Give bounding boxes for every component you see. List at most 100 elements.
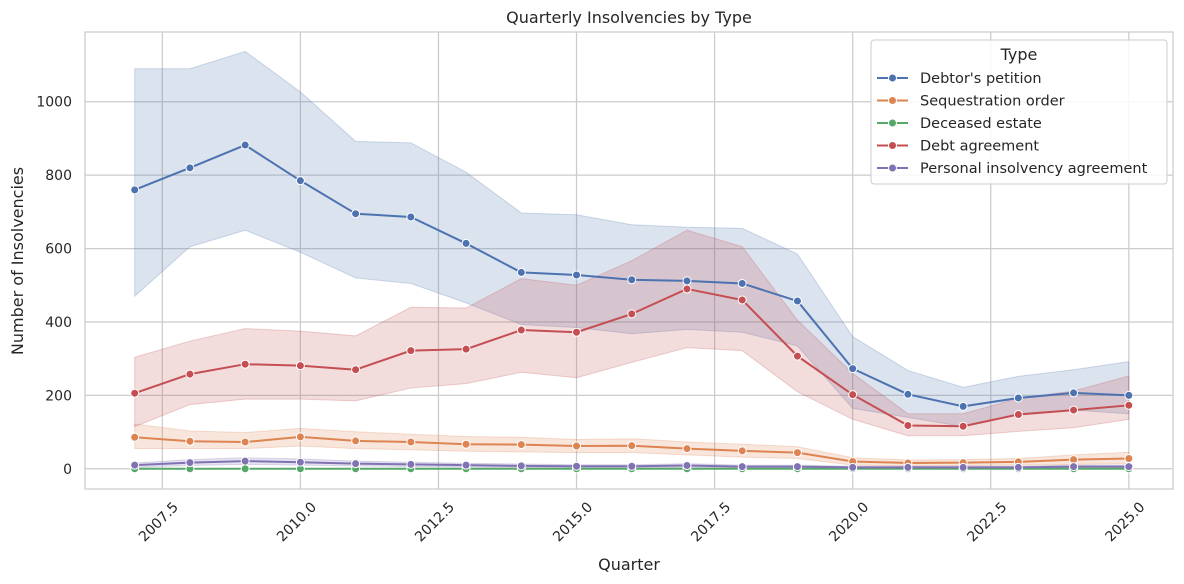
sequestration-order-point <box>351 436 361 446</box>
debtor-s-petition-point <box>516 267 526 277</box>
y-tick-label: 600 <box>45 242 72 258</box>
debt-agreement-point <box>461 344 471 354</box>
personal-insolvency-agreement-point <box>958 462 968 472</box>
debt-agreement-point <box>130 388 140 398</box>
debt-agreement-point <box>737 295 747 305</box>
personal-insolvency-agreement-point <box>572 461 582 471</box>
debtor-s-petition-point <box>240 140 250 150</box>
legend-box <box>870 39 1168 185</box>
personal-insolvency-agreement-point <box>406 459 416 469</box>
debt-agreement-point <box>958 421 968 431</box>
personal-insolvency-agreement-point <box>682 461 692 471</box>
debt-agreement-point <box>1124 400 1134 410</box>
y-tick-label: 0 <box>63 462 72 478</box>
y-tick-label: 400 <box>45 315 72 331</box>
debt-agreement-point <box>848 390 858 400</box>
debtor-s-petition-point <box>130 185 140 195</box>
debtor-s-petition-point <box>848 364 858 374</box>
debtor-s-petition-point <box>958 401 968 411</box>
debtor-s-petition-point <box>461 238 471 248</box>
sequestration-order-point <box>682 444 692 454</box>
debt-agreement-point <box>295 361 305 371</box>
debtor-s-petition-point <box>1013 393 1023 403</box>
sequestration-order-point <box>130 432 140 442</box>
debtor-s-petition-point <box>682 276 692 286</box>
sequestration-order-point <box>572 441 582 451</box>
sequestration-order-point <box>627 441 637 451</box>
debtor-s-petition-point <box>903 389 913 399</box>
personal-insolvency-agreement-point <box>461 460 471 470</box>
sequestration-order-point <box>737 446 747 456</box>
chart-title: Quarterly Insolvencies by Type <box>506 8 752 27</box>
personal-insolvency-agreement-point <box>903 462 913 472</box>
debt-agreement-point <box>1069 405 1079 415</box>
debtor-s-petition-point <box>572 270 582 280</box>
y-tick-label: 200 <box>45 388 72 404</box>
debt-agreement-point <box>682 284 692 294</box>
series-points <box>130 140 1134 474</box>
debt-agreement-point <box>351 365 361 375</box>
sequestration-order-point <box>1124 454 1134 464</box>
x-axis-title: Quarter <box>598 555 660 574</box>
debtor-s-petition-point <box>792 296 802 306</box>
debtor-s-petition-confidence-band <box>134 50 1130 428</box>
debt-agreement-point <box>185 369 195 379</box>
personal-insolvency-agreement-point <box>627 461 637 471</box>
legend-items: Debtor's petition Sequestration order Dece… <box>877 71 1148 177</box>
debtor-s-petition-point <box>1124 390 1134 400</box>
debt-agreement-point <box>572 327 582 337</box>
sequestration-order-point <box>516 440 526 450</box>
personal-insolvency-agreement-point <box>848 462 858 472</box>
sequestration-order-point <box>295 432 305 442</box>
y-tick-label: 1000 <box>36 95 72 111</box>
personal-insolvency-agreement-point <box>351 459 361 469</box>
debt-agreement-point <box>240 359 250 369</box>
personal-insolvency-agreement-point <box>240 456 250 466</box>
legend-label-debtor-s-petition: Debtor's petition <box>920 71 1042 87</box>
legend-label-deceased-estate: Deceased estate <box>920 116 1042 132</box>
debtor-s-petition-point <box>737 278 747 288</box>
personal-insolvency-agreement-point <box>516 461 526 471</box>
personal-insolvency-agreement-point <box>792 462 802 472</box>
legend: Type Debtor's petition Sequestration orde… <box>870 39 1168 185</box>
debt-agreement-point <box>792 351 802 361</box>
debtor-s-petition-point <box>185 163 195 173</box>
debt-agreement-point <box>627 309 637 319</box>
sequestration-order-point <box>792 448 802 458</box>
debtor-s-petition-point <box>295 176 305 186</box>
personal-insolvency-agreement-point <box>295 457 305 467</box>
legend-label-personal-insolvency-agreement: Personal insolvency agreement <box>920 161 1148 177</box>
personal-insolvency-agreement-legend-marker <box>888 163 897 173</box>
personal-insolvency-agreement-point <box>185 458 195 468</box>
legend-title: Type <box>1000 45 1038 64</box>
y-axis-title: Number of Insolvencies <box>8 167 27 355</box>
debtor-s-petition-point <box>351 209 361 219</box>
sequestration-order-legend-marker <box>888 96 897 105</box>
debt-agreement-point <box>1013 409 1023 419</box>
debt-agreement-legend-marker <box>888 141 897 150</box>
debtor-s-petition-point <box>1069 388 1079 398</box>
debt-agreement-point <box>516 325 526 335</box>
personal-insolvency-agreement-point <box>130 460 140 470</box>
personal-insolvency-agreement-point <box>1013 462 1023 472</box>
deceased-estate-point <box>240 464 250 474</box>
debtor-s-petition-point <box>627 275 637 285</box>
grid-lines <box>85 32 1173 489</box>
legend-label-debt-agreement: Debt agreement <box>920 139 1039 155</box>
debtor-s-petition-point <box>406 212 416 222</box>
debt-agreement-point <box>406 346 416 356</box>
sequestration-order-point <box>461 439 471 449</box>
personal-insolvency-agreement-point <box>737 462 747 472</box>
personal-insolvency-agreement-point <box>1069 462 1079 472</box>
debtor-s-petition-legend-marker <box>888 73 897 83</box>
debt-agreement-point <box>903 420 913 430</box>
debt-agreement-confidence-band <box>134 229 1130 437</box>
legend-label-sequestration-order: Sequestration order <box>920 94 1065 110</box>
sequestration-order-point <box>406 437 416 447</box>
sequestration-order-point <box>240 437 250 447</box>
y-tick-label: 800 <box>45 168 72 184</box>
personal-insolvency-agreement-point <box>1124 462 1134 472</box>
y-axis-ticks: 0 200 400 600 800 1000 <box>36 95 72 478</box>
sequestration-order-point <box>185 436 195 446</box>
